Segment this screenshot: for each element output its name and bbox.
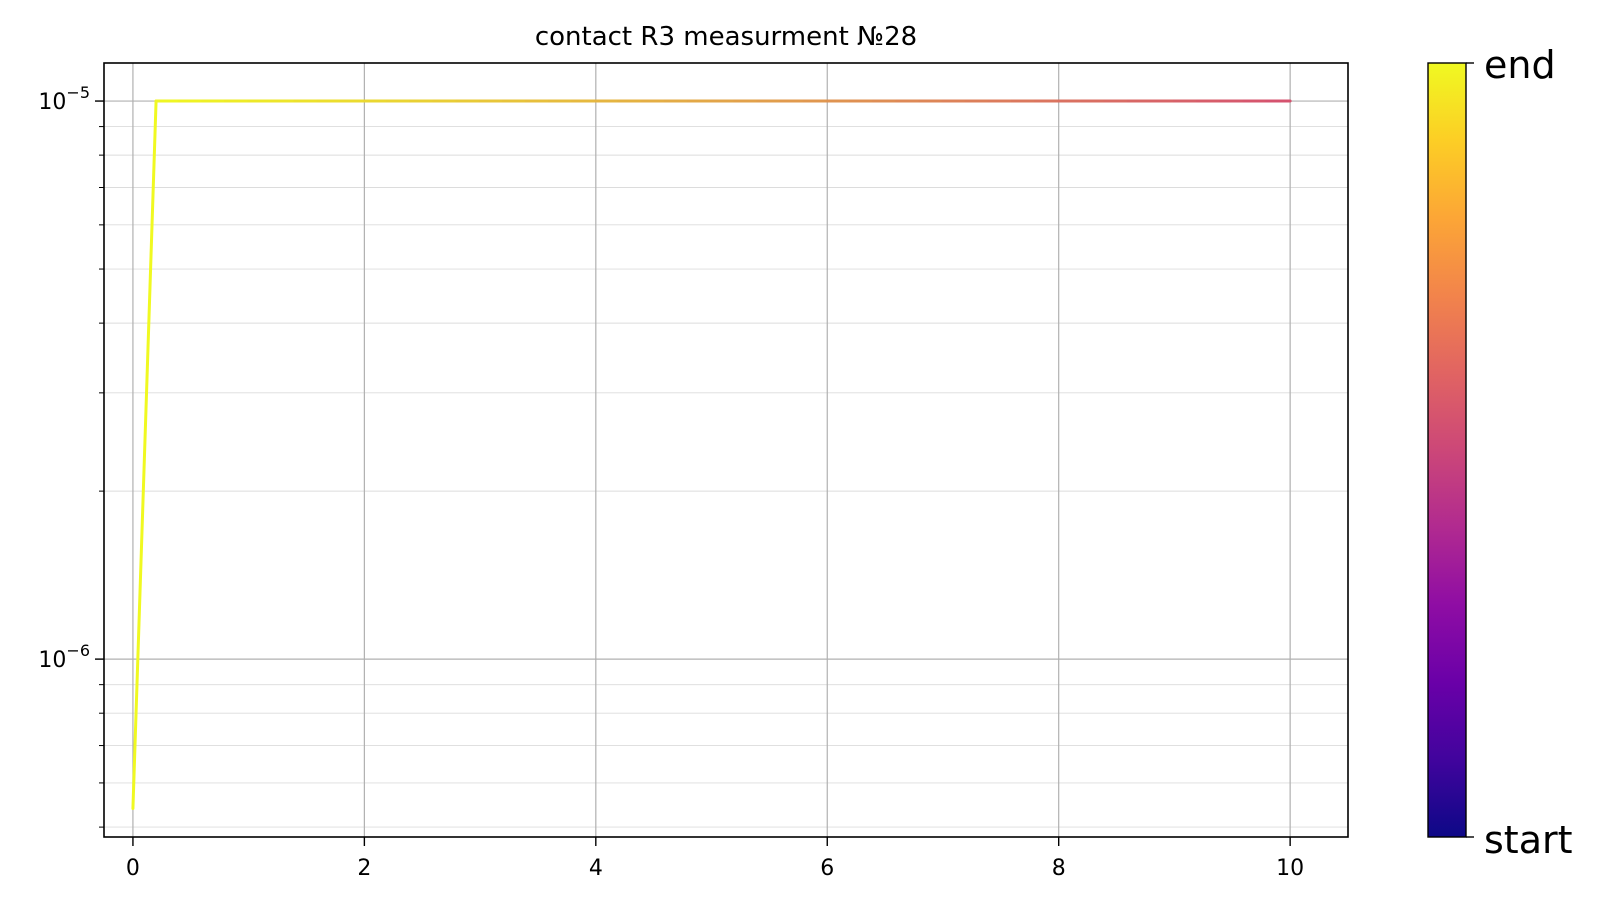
colorbar: end start	[1427, 43, 1573, 862]
colorbar-label-end: end	[1484, 43, 1556, 87]
series-layer	[131, 99, 1292, 810]
x-tick-label: 0	[126, 856, 140, 881]
chart-title: contact R3 measurment №28	[535, 22, 917, 52]
series-segment	[131, 99, 158, 810]
y-tick-label: 10−5	[38, 83, 90, 115]
y-tick-label: 10−6	[38, 641, 90, 673]
plot-frame	[103, 62, 1349, 838]
colorbar-gradient	[1427, 62, 1467, 838]
x-tick-label: 10	[1276, 856, 1304, 881]
x-tick-label: 4	[589, 856, 603, 881]
x-tick-label: 8	[1052, 856, 1066, 881]
colorbar-label-start: start	[1484, 818, 1573, 862]
grid	[104, 63, 1348, 837]
x-tick-label: 6	[820, 856, 834, 881]
axis-ticks: 10−5 10−6 0 2 4 6 8 10	[38, 83, 1304, 881]
x-tick-label: 2	[357, 856, 371, 881]
